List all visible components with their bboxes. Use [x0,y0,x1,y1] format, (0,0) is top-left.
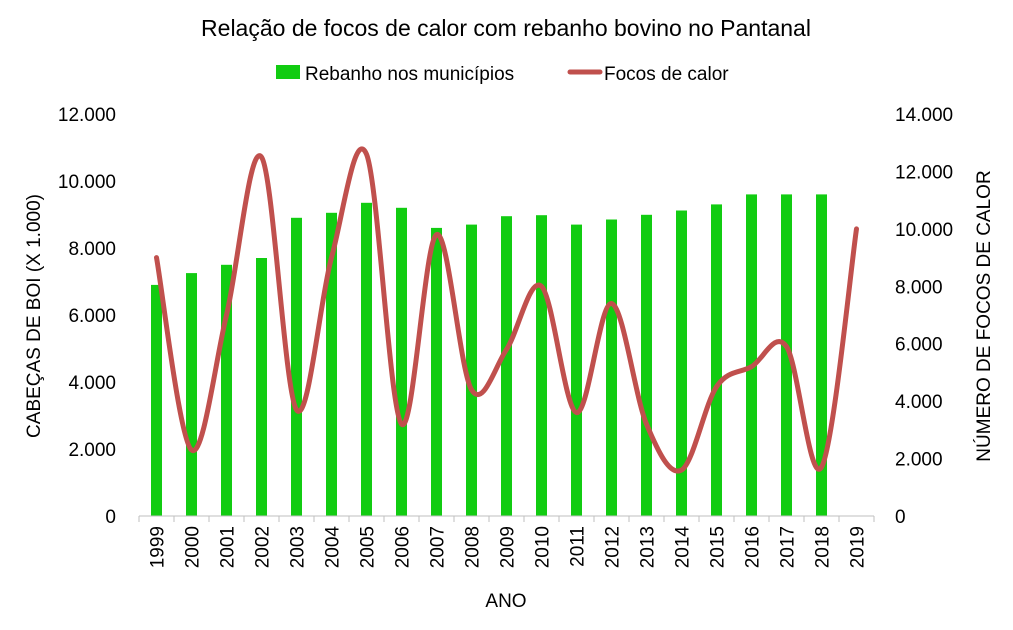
y-tick-label: 6.000 [68,306,116,327]
y2-axis-title: NÚMERO DE FOCOS DE CALOR [973,170,995,461]
x-tick-label: 2001 [218,526,239,568]
x-tick-label: 2008 [463,526,484,568]
x-tick-label: 2011 [568,526,589,567]
x-tick-label: 2003 [288,526,309,568]
x-tick-label: 2006 [393,526,414,568]
bar [746,194,757,516]
y-tick-label: 8.000 [68,239,116,260]
y-axis-ticks: 0 2.000 4.000 6.000 8.000 10.000 12.000 [58,105,116,528]
chart-title: Relação de focos de calor com rebanho bo… [201,15,811,41]
x-tick-label: 2002 [253,526,274,568]
x-tick-label: 2019 [848,526,869,568]
bar [256,258,267,516]
y2-tick-label: 12.000 [895,162,953,183]
bar [186,273,197,516]
bar [151,284,162,516]
x-tick-label: 2012 [603,526,624,568]
y2-tick-label: 2.000 [895,450,943,471]
legend-swatch-bars [276,65,300,79]
x-tick-label: 2010 [533,526,554,568]
legend-label-bars: Rebanho nos municípios [305,64,514,85]
x-tick-label: 1999 [148,526,169,568]
y2-tick-label: 6.000 [895,335,943,356]
y2-tick-label: 10.000 [895,220,953,241]
bar [221,264,232,517]
bar-series [151,194,827,517]
bar [291,217,302,517]
x-tick-label: 2015 [708,526,729,568]
x-tick-label: 2007 [428,526,449,568]
x-tick-label: 2014 [673,526,694,569]
y-tick-label: 0 [105,507,116,528]
x-tick-label: 2016 [743,526,764,568]
bar [711,204,722,516]
bar [431,227,442,516]
x-axis-title: ANO [485,591,526,612]
y-tick-label: 10.000 [58,172,116,193]
bar [501,216,512,516]
bar [536,215,547,516]
bar [676,210,687,516]
y2-tick-label: 4.000 [895,392,943,413]
bar [606,219,617,516]
x-tick-label: 2005 [358,526,379,568]
y2-axis-ticks: 0 2.000 4.000 6.000 8.000 10.000 12.000 14.000 [895,105,953,528]
x-tick-label: 2004 [323,526,344,569]
bar [326,212,337,517]
bar [466,224,477,516]
y2-tick-label: 14.000 [895,105,953,126]
legend: Rebanho nos municípios Focos de calor [276,64,729,85]
y-tick-label: 12.000 [58,105,116,126]
bar [816,194,827,516]
y2-tick-label: 0 [895,507,906,528]
x-tick-label: 2000 [183,526,204,568]
line-series [154,146,859,474]
bar [396,207,407,517]
focos-line [154,146,859,474]
y-axis-title: CABEÇAS DE BOI (X 1.000) [24,194,45,438]
bar [781,194,792,516]
bar [571,224,582,516]
y-tick-label: 4.000 [68,373,116,394]
bar [361,202,372,517]
x-tick-label: 2009 [498,526,519,568]
x-tick-label: 2017 [778,526,799,568]
x-tick-label: 2013 [638,526,659,568]
x-tick-label: 2018 [813,526,834,568]
bar [641,214,652,517]
legend-label-line: Focos de calor [604,64,729,85]
y2-tick-label: 8.000 [895,277,943,298]
x-axis: 1999 2000 2001 2002 2003 2004 2005 2006 2007 2008… [138,515,875,569]
y-tick-label: 2.000 [68,440,116,461]
